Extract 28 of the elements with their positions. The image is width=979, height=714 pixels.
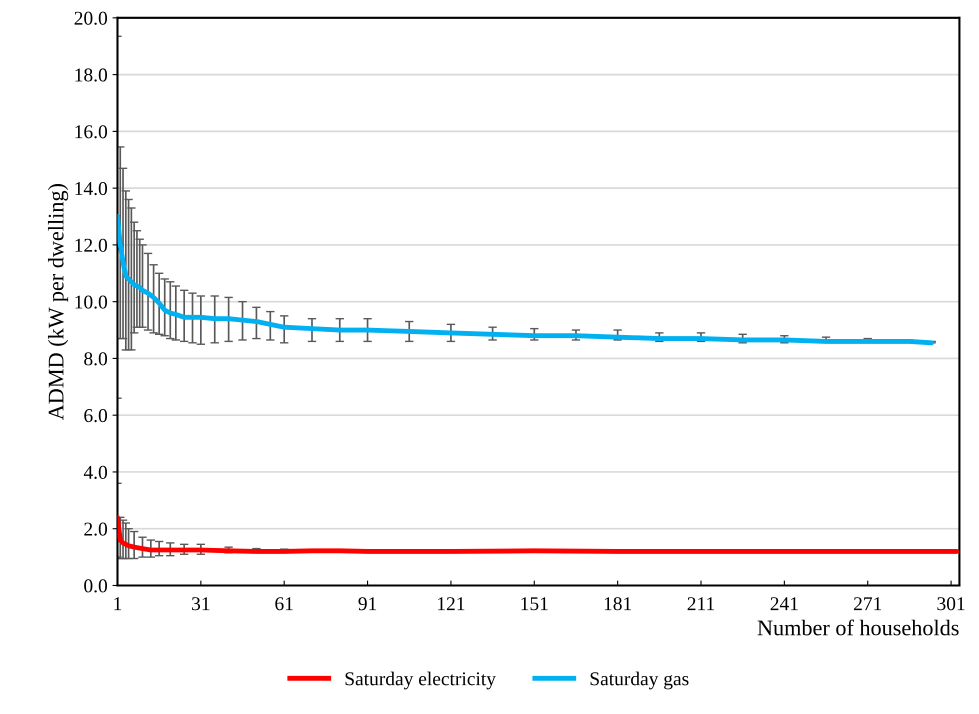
x-tick-label: 121 (438, 597, 464, 610)
y-tick-label: 14.0 (75, 182, 108, 196)
x-axis-title: Number of households (758, 620, 959, 636)
y-tick-label: 4.0 (84, 466, 108, 479)
x-tick-label: 181 (604, 597, 632, 610)
y-tick-label: 8.0 (84, 352, 108, 366)
y-tick-label: 16.0 (75, 125, 108, 138)
line-series (117, 214, 934, 346)
y-tick-label: 10.0 (75, 295, 108, 309)
y-tick-label: 18.0 (75, 68, 108, 82)
y-tick-label: 12.0 (75, 238, 108, 252)
legend-label: Saturday gas (590, 672, 688, 690)
x-tick-label: 211 (688, 597, 714, 610)
legend-label: Saturday electricity (346, 672, 496, 690)
x-tick-label: 31 (192, 597, 210, 610)
x-tick-label: 301 (937, 597, 964, 610)
y-tick-label: 20.0 (74, 12, 108, 25)
x-tick-label: 241 (770, 597, 798, 610)
y-tick-label: 6.0 (84, 409, 108, 422)
y-axis-title: ADMD (kW per dwelling) (48, 184, 68, 420)
x-tick-label: 151 (521, 597, 548, 610)
line-series (117, 514, 960, 554)
x-tick-label: 61 (275, 597, 293, 610)
x-tick-label: 271 (854, 597, 882, 610)
x-tick-label: 91 (358, 597, 376, 610)
y-tick-label: 2.0 (84, 522, 108, 536)
x-tick-label: 1 (114, 597, 122, 610)
y-tick-label: 0.0 (84, 579, 108, 593)
